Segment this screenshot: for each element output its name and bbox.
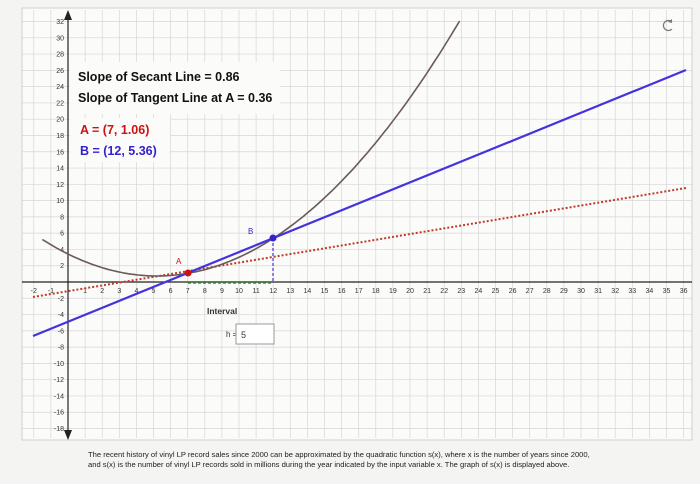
x-tick-label: 30 [577,288,585,295]
x-tick-label: 34 [646,288,654,295]
y-tick-label: 16 [56,149,64,156]
x-tick-label: 24 [475,288,483,295]
x-tick-label: 13 [286,288,294,295]
y-tick-label: 14 [56,166,64,173]
info-box [70,62,280,114]
x-tick-label: 7 [186,288,190,295]
x-tick-label: 23 [457,288,465,295]
x-tick-label: 28 [543,288,551,295]
x-tick-label: 27 [526,288,534,295]
y-tick-label: -4 [58,312,64,319]
x-tick-label: 20 [406,288,414,295]
x-tick-label: 36 [680,288,688,295]
x-tick-label: 14 [304,288,312,295]
x-tick-label: 26 [509,288,517,295]
x-tick-label: 5 [152,288,156,295]
y-tick-label: 24 [56,84,64,91]
y-axis-arrow-down [64,430,72,440]
x-tick-label: 3 [117,288,121,295]
point-a-text: A = (7, 1.06) [80,123,149,137]
secant-slope-text: Slope of Secant Line = 0.86 [78,70,240,84]
y-tick-label: -18 [54,426,64,433]
graph-view: -2 -1 1 2 3 4 5 6 7 8 9 10 11 12 13 14 15 16 17 18 19 20 21 22 2… [21,7,693,441]
function-curve [41,20,461,277]
x-tick-label: 19 [389,288,397,295]
x-tick-label: 35 [663,288,671,295]
point-a-label: A [176,257,182,266]
y-tick-label: 10 [56,198,64,205]
point-a[interactable] [184,269,192,277]
y-tick-label: 8 [60,214,64,221]
x-tick-label: 1 [83,288,87,295]
interval-label: Interval [207,306,237,316]
x-tick-label: -1 [48,288,54,295]
y-tick-label: 32 [56,19,64,26]
coords-box [70,118,170,162]
x-tick-label: 17 [355,288,363,295]
y-tick-label: 2 [60,263,64,270]
y-tick-label: -6 [58,328,64,335]
x-tick-label: 10 [235,288,243,295]
x-tick-label: 25 [492,288,500,295]
h-input-value: 5 [241,330,246,340]
x-tick-label: 29 [560,288,568,295]
y-tick-label: 28 [56,52,64,59]
x-tick-label: 16 [338,288,346,295]
x-tick-label: 8 [203,288,207,295]
secant-line [32,68,687,338]
point-b-label: B [248,227,253,236]
y-tick-label: -12 [54,377,64,384]
h-label: h = [226,330,238,339]
y-tick-label: -10 [54,361,64,368]
point-b-text: B = (12, 5.36) [80,144,157,158]
y-axis-arrow [64,10,72,20]
x-tick-label: -2 [31,288,37,295]
y-tick-label: 18 [56,133,64,140]
x-tick-label: 22 [440,288,448,295]
reset-icon[interactable] [662,19,673,32]
y-tick-label: -8 [58,345,64,352]
x-tick-label: 31 [594,288,602,295]
x-tick-label: 33 [628,288,636,295]
h-input[interactable] [235,323,275,345]
y-tick-label: 6 [60,231,64,238]
x-tick-label: 12 [269,288,277,295]
caption: The recent history of vinyl LP record sa… [88,450,688,470]
y-tick-label: -2 [58,296,64,303]
y-tick-label: -16 [54,410,64,417]
x-tick-label: 32 [611,288,619,295]
y-tick-label: 26 [56,68,64,75]
y-tick-label: -14 [54,393,64,400]
x-tick-label: 18 [372,288,380,295]
y-tick-label: 12 [56,182,64,189]
caption-line: and s(x) is the number of vinyl LP recor… [88,460,570,469]
y-tick-label: 30 [56,35,64,42]
x-tick-label: 9 [220,288,224,295]
x-tick-label: 21 [423,288,431,295]
x-tick-label: 4 [134,288,138,295]
x-tick-label: 15 [321,288,329,295]
x-tick-label: 6 [169,288,173,295]
caption-line: The recent history of vinyl LP record sa… [88,450,590,459]
tangent-slope-text: Slope of Tangent Line at A = 0.36 [78,91,272,105]
x-tick-label: 11 [252,288,259,295]
point-b[interactable] [269,234,277,242]
x-tick-label: 2 [100,288,104,295]
y-tick-label: 20 [56,117,64,124]
y-tick-label: 22 [56,100,64,107]
